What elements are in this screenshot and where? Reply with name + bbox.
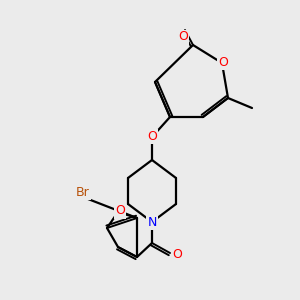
Text: O: O <box>147 130 157 142</box>
Text: O: O <box>115 205 125 218</box>
Text: O: O <box>172 248 182 260</box>
Text: N: N <box>147 215 157 229</box>
Text: O: O <box>178 31 188 44</box>
Text: O: O <box>218 56 228 68</box>
Text: Br: Br <box>76 185 90 199</box>
